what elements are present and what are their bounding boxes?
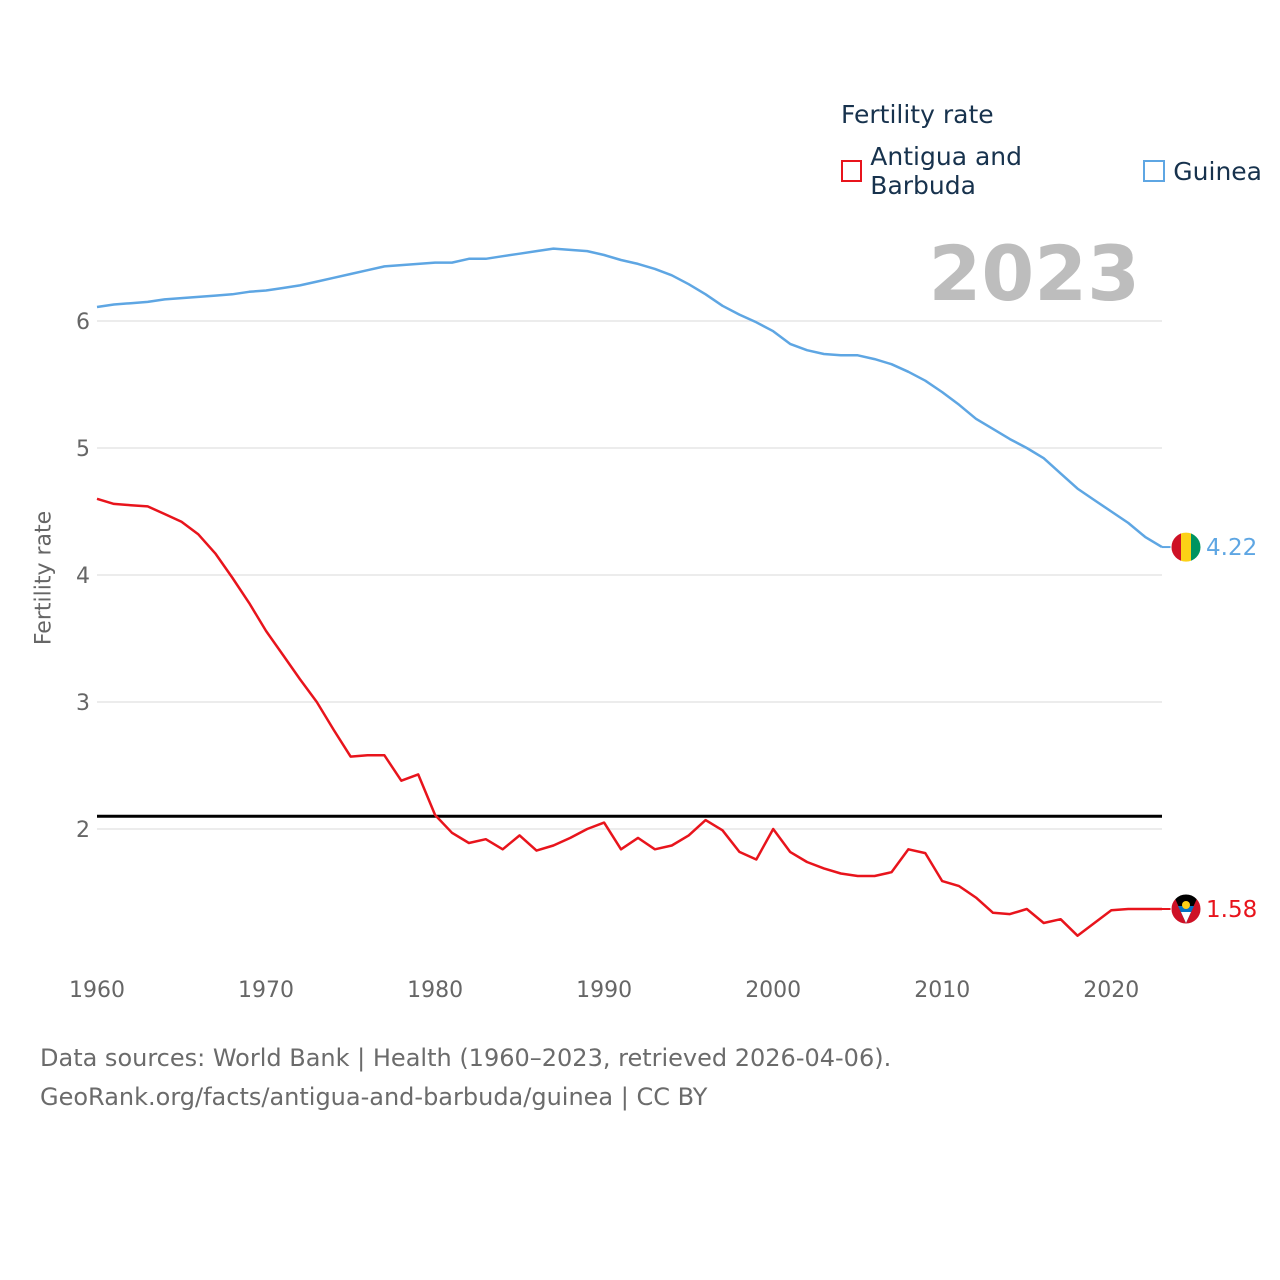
grid-lines: [97, 320, 1162, 830]
antigua-flag-icon: [1170, 893, 1202, 925]
y-axis: 2 3 4 5 6: [76, 310, 90, 843]
legend: Antigua and Barbuda Guinea: [841, 142, 1280, 200]
x-tick-label: 1980: [407, 978, 463, 1003]
series-lines: [96, 247, 1163, 937]
guinea-flag-icon: [1170, 531, 1202, 563]
x-tick-label: 1960: [69, 978, 125, 1003]
source-line-1: Data sources: World Bank | Health (1960–…: [40, 1044, 892, 1072]
end-value-label-guinea: 4.22: [1206, 535, 1257, 561]
y-tick-label: 4: [76, 564, 90, 589]
legend-swatch: [841, 160, 863, 182]
x-axis: 1960 1970 1980 1990 2000 2010 2020: [69, 978, 1139, 1003]
legend-swatch: [1143, 160, 1166, 182]
year-label: 2023: [928, 229, 1140, 318]
x-tick-label: 2020: [1083, 978, 1139, 1003]
legend-title: Fertility rate: [841, 100, 994, 129]
x-tick-label: 2010: [914, 978, 970, 1003]
series-line-guinea: [96, 247, 1163, 549]
y-axis-label: Fertility rate: [31, 510, 57, 646]
legend-label: Guinea: [1173, 156, 1262, 186]
legend-item-guinea[interactable]: Guinea: [1143, 157, 1262, 186]
x-tick-label: 1970: [238, 978, 294, 1003]
y-tick-label: 6: [76, 310, 90, 335]
y-tick-label: 3: [76, 691, 90, 716]
source-line-2: GeoRank.org/facts/antigua-and-barbuda/gu…: [40, 1083, 708, 1111]
legend-label: Antigua and Barbuda: [870, 142, 1023, 200]
series-line-antigua: [96, 497, 1162, 937]
end-markers: 1.58 4.22: [1162, 531, 1257, 925]
y-tick-label: 2: [76, 818, 90, 843]
legend-item-antigua[interactable]: Antigua and Barbuda: [841, 142, 1125, 200]
x-tick-label: 1990: [576, 978, 632, 1003]
end-value-label-antigua: 1.58: [1206, 897, 1257, 923]
x-tick-label: 2000: [745, 978, 801, 1003]
y-tick-label: 5: [76, 437, 90, 462]
